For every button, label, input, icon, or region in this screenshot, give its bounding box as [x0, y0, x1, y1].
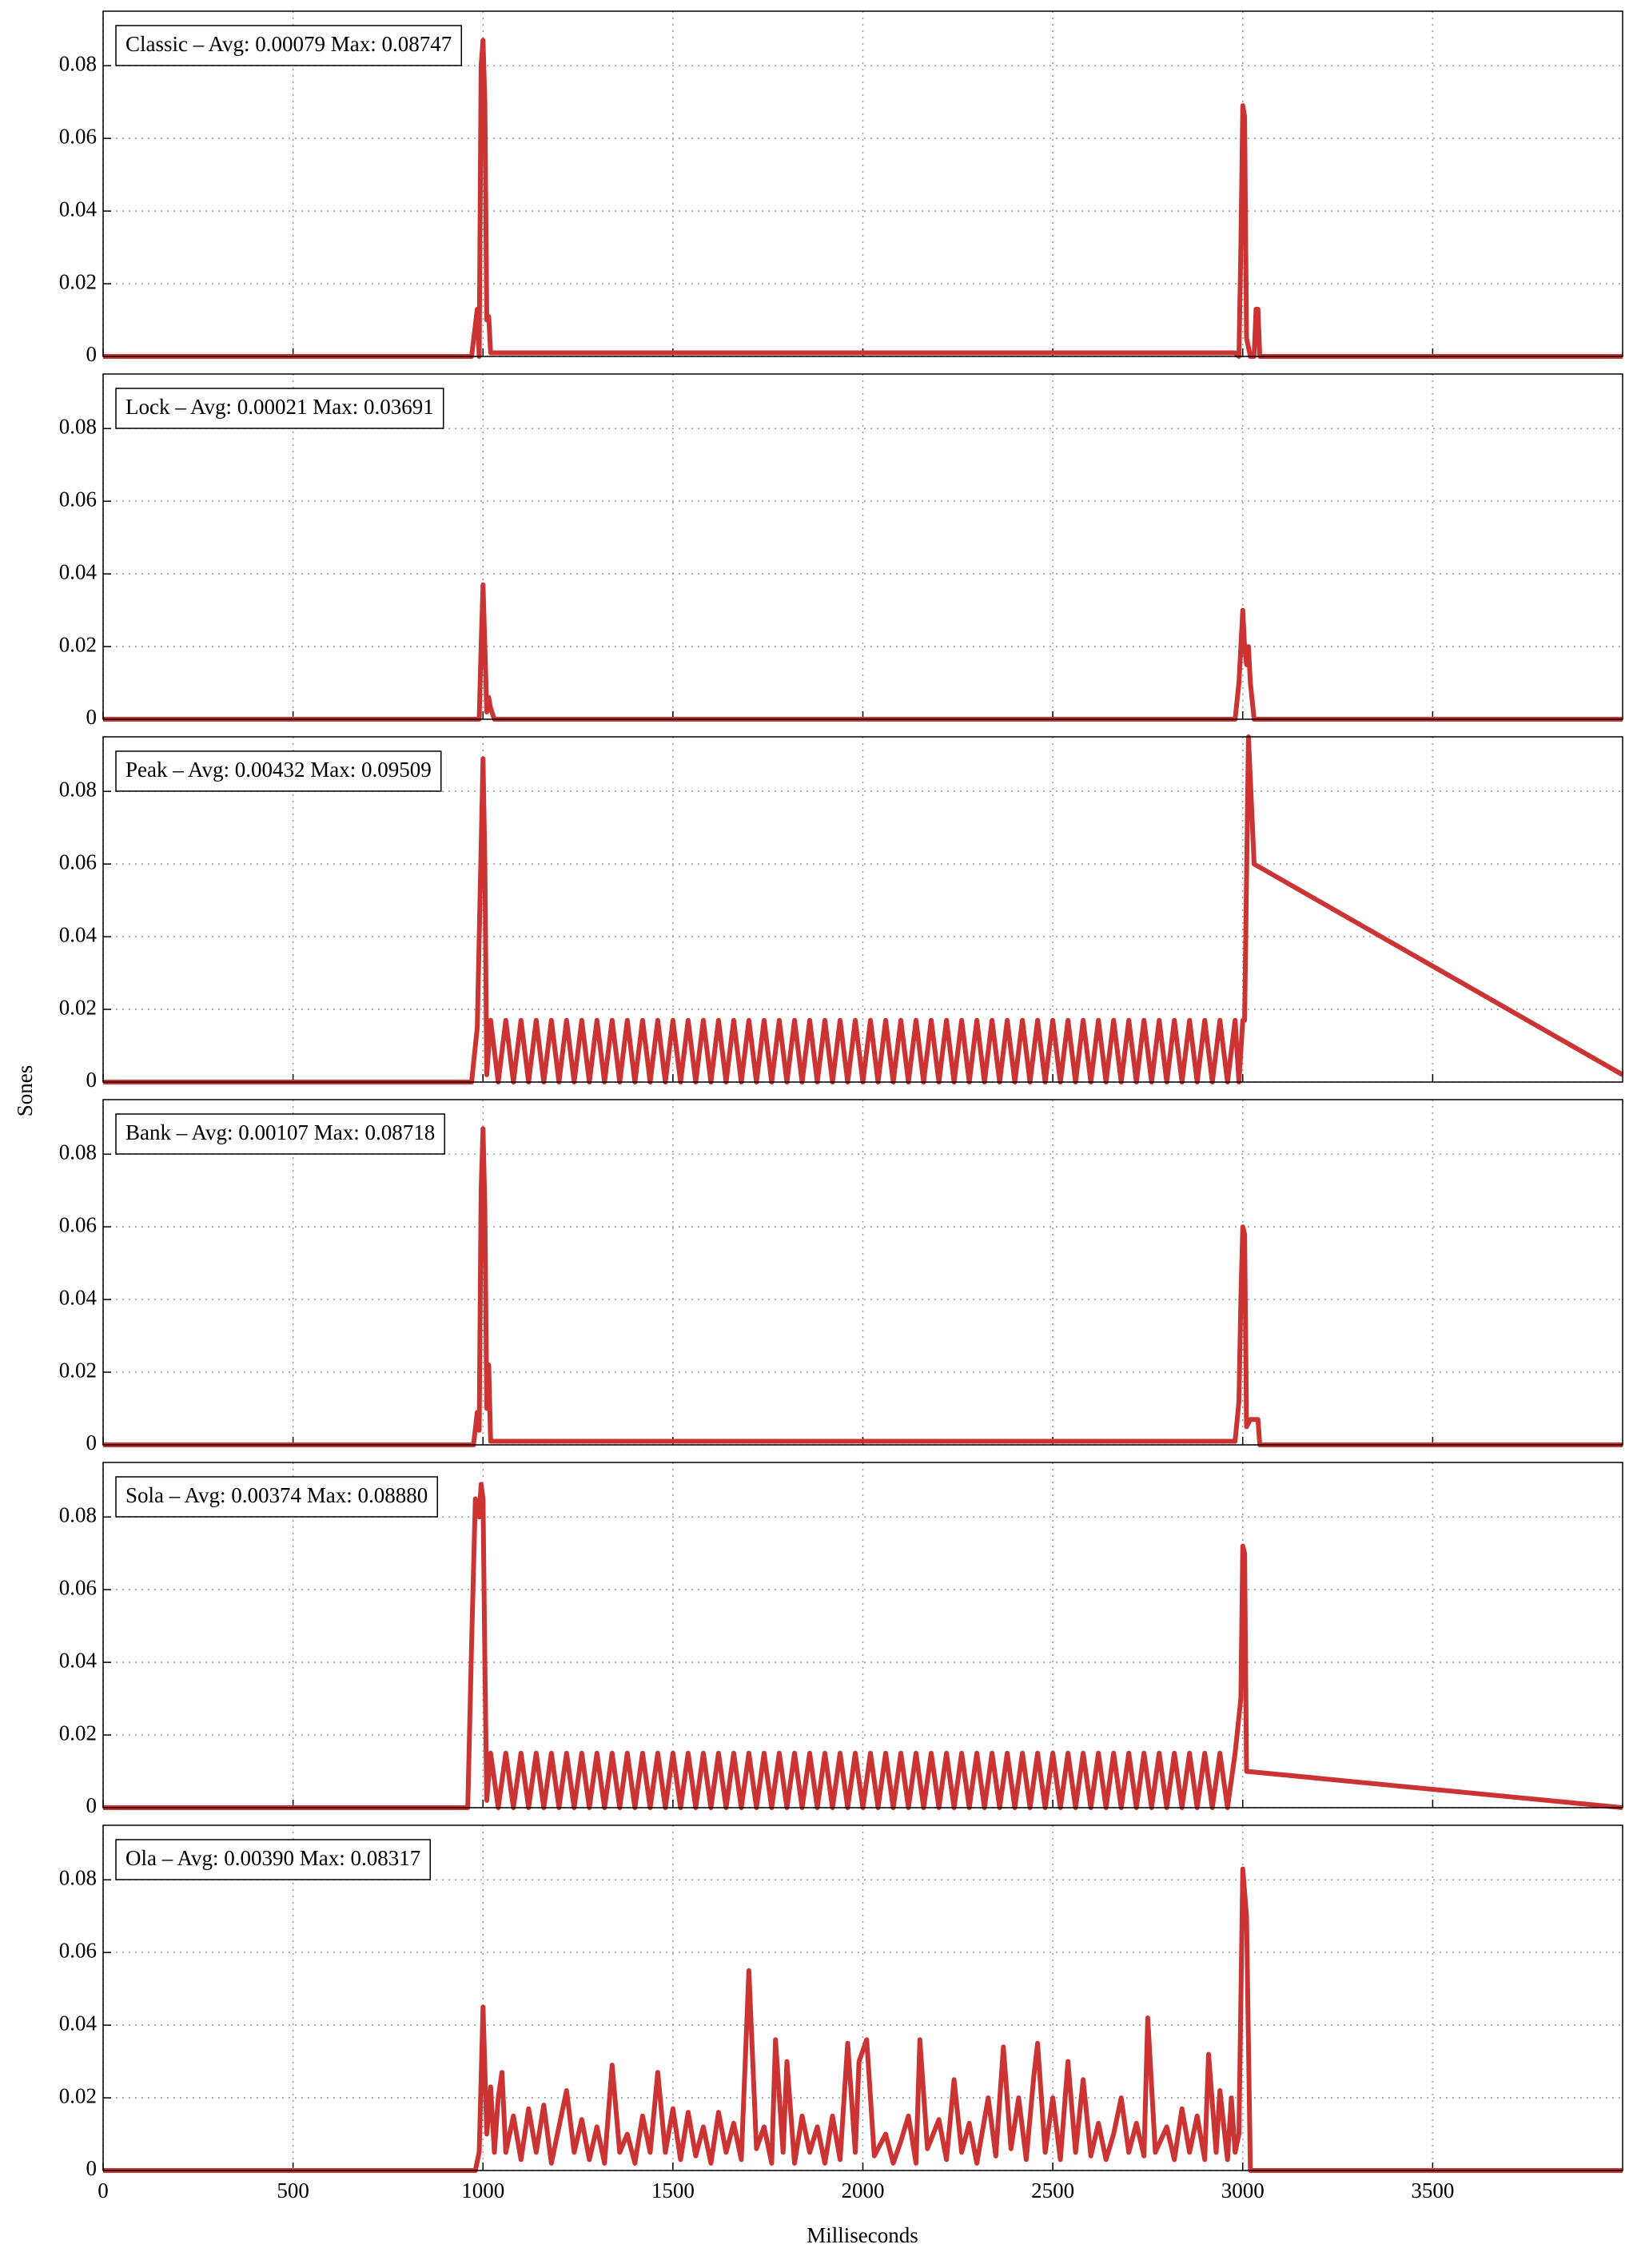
y-tick-label: 0.08 [59, 51, 97, 75]
x-tick-label: 2500 [1031, 2178, 1074, 2202]
y-tick-label: 0.02 [59, 1358, 97, 1382]
legend-text: Lock – Avg: 0.00021 Max: 0.03691 [125, 395, 434, 419]
y-tick-label: 0.08 [59, 414, 97, 438]
y-tick-label: 0 [86, 342, 98, 366]
y-tick-label: 0 [86, 1068, 98, 1092]
legend-box [115, 1839, 431, 1880]
y-tick-label: 0.08 [59, 777, 97, 801]
y-tick-label: 0.02 [59, 2083, 97, 2107]
x-tick-label: 1000 [461, 2178, 504, 2202]
legend-box [115, 1476, 439, 1518]
y-tick-label: 0.04 [59, 1285, 98, 1309]
line-series [103, 1482, 1623, 1810]
plot-frame [102, 736, 1623, 1083]
plot-frame [102, 1099, 1623, 1446]
line-series [103, 38, 1623, 359]
line-series [103, 1126, 1623, 1447]
y-tick-label: 0.04 [59, 559, 98, 583]
legend-box [115, 388, 444, 429]
x-tick-label: 2000 [842, 2178, 885, 2202]
y-tick-label: 0.04 [59, 922, 98, 946]
y-tick-label: 0 [86, 705, 98, 729]
y-tick-label: 0.02 [59, 269, 97, 293]
y-tick-label: 0.06 [59, 487, 97, 511]
y-tick-label: 0 [86, 1793, 98, 1817]
y-tick-label: 0.08 [59, 1140, 97, 1164]
y-tick-label: 0 [86, 1430, 98, 1454]
y-tick-label: 0.06 [59, 850, 97, 873]
legend-text: Classic – Avg: 0.00079 Max: 0.08747 [125, 32, 452, 56]
y-tick-label: 0.02 [59, 632, 97, 656]
x-tick-label: 1500 [651, 2178, 695, 2202]
legend-text: Sola – Avg: 0.00374 Max: 0.08880 [125, 1483, 428, 1507]
legend-text: Peak – Avg: 0.00432 Max: 0.09509 [125, 758, 432, 782]
plot-frame [102, 373, 1623, 720]
legend-box [115, 1113, 445, 1155]
x-tick-label: 500 [277, 2178, 309, 2202]
x-tick-label: 0 [98, 2178, 109, 2202]
legend-text: Ola – Avg: 0.00390 Max: 0.08317 [125, 1846, 420, 1870]
plot-frame [102, 1462, 1623, 1808]
y-tick-label: 0.06 [59, 1938, 97, 1962]
y-tick-label: 0.04 [59, 197, 98, 221]
plot-frame [102, 10, 1623, 357]
legend-text: Bank – Avg: 0.00107 Max: 0.08718 [125, 1120, 435, 1144]
plot-frame [102, 1824, 1623, 2171]
y-tick-label: 0.06 [59, 1212, 97, 1236]
legend-box [115, 25, 462, 66]
y-tick-label: 0.04 [59, 1648, 98, 1672]
x-tick-label: 3000 [1221, 2178, 1265, 2202]
y-tick-label: 0.02 [59, 1721, 97, 1745]
y-axis-label: Sones [13, 1065, 37, 1117]
y-tick-label: 0 [86, 2156, 98, 2180]
y-tick-label: 0.06 [59, 124, 97, 148]
line-series [103, 1866, 1623, 2173]
y-tick-label: 0.08 [59, 1865, 97, 1889]
y-tick-label: 0.06 [59, 1575, 97, 1599]
x-axis-label: Milliseconds [807, 2223, 918, 2247]
y-tick-label: 0.02 [59, 995, 97, 1019]
legend-box [115, 750, 442, 792]
y-tick-label: 0.08 [59, 1502, 97, 1526]
y-tick-label: 0.04 [59, 2011, 98, 2035]
x-tick-label: 3500 [1411, 2178, 1454, 2202]
